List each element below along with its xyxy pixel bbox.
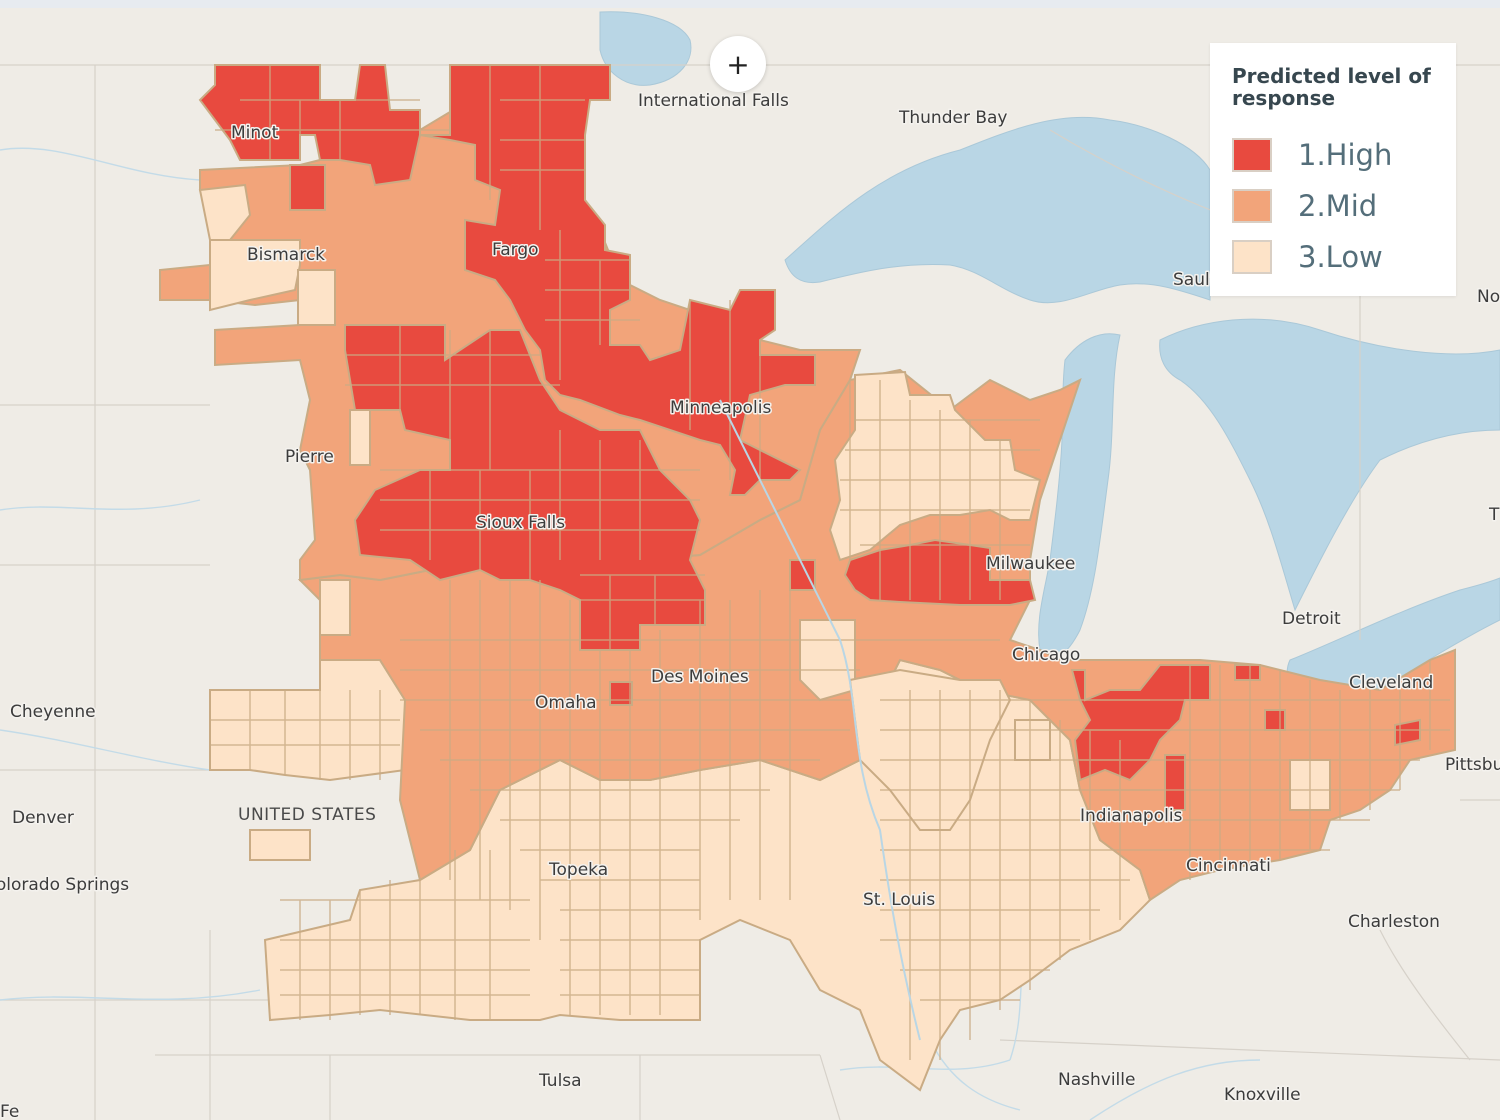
legend-label-mid: 2.Mid bbox=[1298, 188, 1378, 223]
city-label-cleveland: Cleveland bbox=[1349, 673, 1433, 693]
legend-title: Predicted level of response bbox=[1232, 64, 1431, 110]
lake-huron bbox=[1159, 318, 1500, 612]
city-label-colorado-springs: Colorado Springs bbox=[0, 875, 129, 895]
county-grid bbox=[210, 65, 1450, 1060]
city-label-nashville: Nashville bbox=[1058, 1070, 1135, 1090]
county-choropleth bbox=[159, 64, 1456, 1092]
city-label-tulsa: Tulsa bbox=[538, 1071, 582, 1091]
region-high-in2 bbox=[1164, 754, 1186, 811]
city-label-omaha: Omaha bbox=[535, 693, 597, 713]
region-high-oh1 bbox=[1234, 664, 1261, 681]
city-label-st-louis: St. Louis bbox=[863, 890, 935, 910]
legend-item-low: 3.Low bbox=[1232, 231, 1436, 282]
region-high-nd-south bbox=[289, 164, 326, 211]
region-high-oh2 bbox=[1264, 709, 1286, 731]
city-label-des-moines: Des Moines bbox=[651, 667, 749, 687]
city-label-charleston: Charleston bbox=[1348, 912, 1440, 932]
city-label-fargo: Fargo bbox=[492, 240, 539, 260]
city-label-topeka: Topeka bbox=[548, 860, 608, 880]
city-label-pittsburgh: Pittsbu bbox=[1445, 755, 1500, 775]
city-label-bismarck: Bismarck bbox=[247, 245, 325, 265]
top-bar bbox=[0, 0, 1500, 8]
city-label-milwaukee: Milwaukee bbox=[986, 554, 1075, 574]
legend: Predicted level of response 1.High 2.Mid… bbox=[1210, 43, 1456, 296]
legend-swatch-low bbox=[1232, 239, 1272, 274]
city-label-knoxville: Knoxville bbox=[1224, 1085, 1301, 1105]
region-high-nd-north bbox=[198, 64, 816, 496]
city-label-minot: Minot bbox=[231, 123, 279, 143]
great-lakes bbox=[599, 11, 1500, 706]
city-label-sioux-falls: Sioux Falls bbox=[476, 513, 565, 533]
city-label-no: No bbox=[1477, 287, 1500, 307]
region-high-ne-pt bbox=[609, 681, 633, 706]
lake-michigan bbox=[1038, 333, 1121, 659]
city-label-minneapolis: Minneapolis bbox=[670, 398, 771, 418]
region-low-bismarck bbox=[198, 183, 252, 241]
plus-icon: + bbox=[726, 47, 750, 81]
legend-item-high: 1.High bbox=[1232, 129, 1436, 180]
city-label-denver: Denver bbox=[12, 808, 74, 828]
legend-swatch-high bbox=[1232, 137, 1272, 172]
city-label-cincinnati: Cincinnati bbox=[1186, 856, 1271, 876]
legend-label-low: 3.Low bbox=[1298, 239, 1383, 274]
city-label-pierre: Pierre bbox=[285, 447, 334, 467]
city-label-sault: Sault bbox=[1173, 270, 1217, 290]
city-label-cheyenne: Cheyenne bbox=[10, 702, 96, 722]
city-labels: International Falls Thunder Bay Minot Bi… bbox=[0, 90, 1500, 1120]
region-low-in bbox=[1014, 719, 1051, 761]
legend-label-high: 1.High bbox=[1298, 137, 1393, 172]
country-label-united-states: UNITED STATES bbox=[238, 805, 376, 825]
region-low-pierre bbox=[297, 269, 336, 326]
city-label-international-falls: International Falls bbox=[638, 91, 789, 111]
region-low-bismarck2 bbox=[209, 239, 301, 312]
mississippi-river bbox=[719, 399, 921, 1041]
region-low-ne bbox=[319, 579, 351, 636]
legend-item-mid: 2.Mid bbox=[1232, 180, 1436, 231]
region-high-in bbox=[1070, 664, 1211, 782]
city-label-indianapolis: Indianapolis bbox=[1080, 806, 1183, 826]
city-label-chicago: Chicago bbox=[1012, 645, 1080, 665]
city-label-thunder-bay: Thunder Bay bbox=[898, 108, 1008, 128]
region-low-iowa bbox=[799, 619, 856, 702]
city-label-detroit: Detroit bbox=[1282, 609, 1341, 629]
legend-swatch-mid bbox=[1232, 188, 1272, 223]
zoom-in-button[interactable]: + bbox=[710, 36, 766, 92]
city-label-t: T bbox=[1488, 505, 1500, 525]
region-low-pierre2 bbox=[349, 409, 371, 466]
lake-superior bbox=[784, 116, 1211, 304]
region-low-west2 bbox=[249, 829, 311, 861]
city-label-fe: Fe bbox=[0, 1102, 19, 1120]
region-high-pa bbox=[1394, 718, 1421, 747]
